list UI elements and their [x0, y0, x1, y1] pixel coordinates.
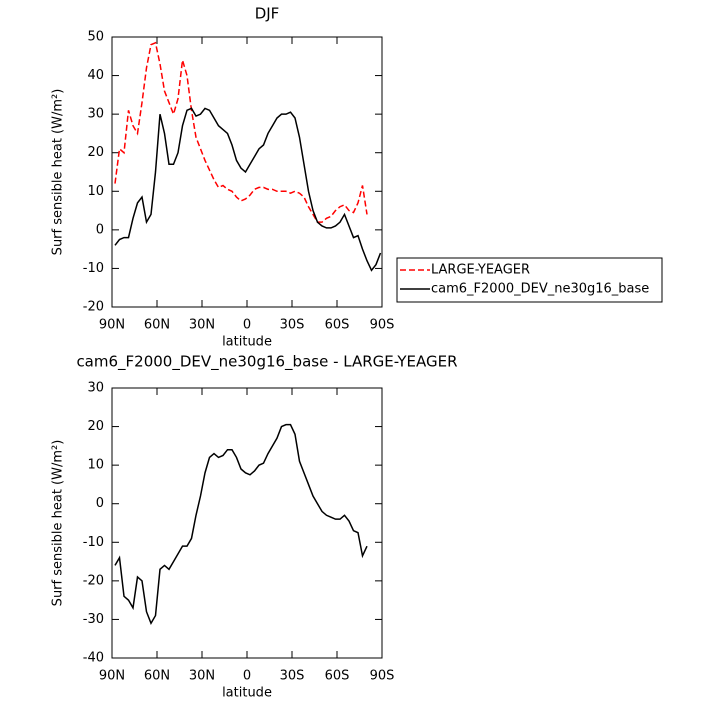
y-tick-label: 10 [87, 184, 104, 199]
x-tick-label: 90N [99, 318, 125, 333]
legend-label: LARGE-YEAGER [431, 263, 530, 278]
y-tick-label: 20 [87, 145, 104, 160]
x-tick-label: 90S [370, 669, 395, 684]
y-tick-label: 30 [87, 107, 104, 122]
plot-frame [111, 36, 383, 308]
plot-frame [111, 387, 383, 659]
y-tick-label: 20 [87, 419, 104, 434]
y-tick-label: -10 [83, 535, 104, 550]
legend-label: cam6_F2000_DEV_ne30g16_base [431, 282, 649, 297]
chart-title: cam6_F2000_DEV_ne30g16_base - LARGE-YEAG… [76, 353, 457, 372]
y-tick-label: 30 [87, 381, 104, 396]
x-tick-label: 0 [243, 318, 251, 333]
y-tick-label: 50 [87, 30, 104, 45]
y-tick-label: 0 [96, 496, 104, 511]
x-tick-label: 0 [243, 669, 251, 684]
y-tick-label: 0 [96, 222, 104, 237]
y-tick-label: -40 [83, 651, 104, 666]
y-tick-label: 10 [87, 458, 104, 473]
y-tick-label: -30 [83, 612, 104, 627]
x-tick-label: 60S [325, 318, 350, 333]
x-tick-label: 30N [189, 669, 215, 684]
x-axis-label: latitude [222, 686, 272, 701]
x-tick-label: 60S [325, 669, 350, 684]
x-tick-label: 30S [280, 318, 305, 333]
x-tick-label: 60N [144, 318, 170, 333]
data-line [114, 41, 368, 223]
y-axis-label: Surf sensible heat (W/m²) [51, 440, 66, 607]
x-tick-label: 90S [370, 318, 395, 333]
y-tick-label: -10 [83, 261, 104, 276]
x-tick-label: 30S [280, 669, 305, 684]
y-tick-label: -20 [83, 300, 104, 315]
y-tick-label: -20 [83, 573, 104, 588]
data-line [114, 423, 368, 626]
y-tick-label: 40 [87, 68, 104, 83]
y-axis-label: Surf sensible heat (W/m²) [51, 89, 66, 256]
legend-box [396, 257, 663, 303]
x-tick-label: 90N [99, 669, 125, 684]
chart-title: DJF [255, 5, 280, 23]
data-line [114, 107, 382, 272]
x-tick-label: 30N [189, 318, 215, 333]
x-tick-label: 60N [144, 669, 170, 684]
x-axis-label: latitude [222, 335, 272, 350]
